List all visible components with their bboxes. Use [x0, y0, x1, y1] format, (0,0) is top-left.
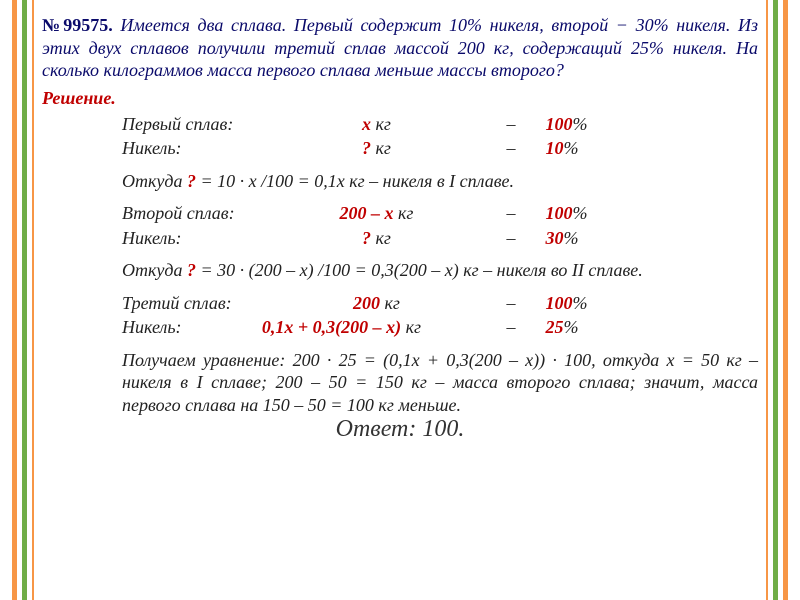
text: %: [564, 138, 579, 158]
text: –: [481, 137, 541, 160]
text: кг: [380, 293, 400, 313]
solution-label: Решение.: [42, 88, 758, 109]
solution-line: Откуда ? = 10 · х /100 = 0,1х кг – никел…: [122, 170, 758, 193]
text: 100%: [546, 113, 626, 136]
text: 100%: [546, 202, 626, 225]
text: %: [564, 317, 579, 337]
answer-line: Ответ: 100.: [42, 416, 758, 443]
text: %: [564, 228, 579, 248]
text: Первый сплав:: [122, 113, 272, 136]
text: 25%: [546, 316, 626, 339]
text: кг: [394, 203, 414, 223]
value-red: 0,1х + 0,3(200 – х): [262, 317, 401, 337]
value-red: 200: [353, 293, 380, 313]
value-red: ?: [362, 138, 371, 158]
border-decoration: [22, 0, 27, 600]
value-red: ?: [187, 260, 196, 280]
text: 30%: [546, 227, 626, 250]
text: –: [481, 202, 541, 225]
problem-text: Имеется два сплава. Первый содержит 10% …: [42, 15, 758, 80]
value-red: 100: [546, 203, 573, 223]
text: %: [573, 293, 588, 313]
problem-number: №99575.: [42, 15, 113, 35]
solution-line: Второй сплав: 200 – х кг – 100%: [122, 202, 758, 225]
solution-line: Никель: ? кг – 10%: [122, 137, 758, 160]
text: ? кг: [277, 137, 477, 160]
border-decoration: [783, 0, 788, 600]
border-decoration: [32, 0, 34, 600]
text: –: [481, 292, 541, 315]
value-red: 100: [546, 293, 573, 313]
text: %: [573, 114, 588, 134]
solution-line: Первый сплав: х кг – 100%: [122, 113, 758, 136]
value-red: х: [362, 114, 371, 134]
problem-statement: №99575. Имеется два сплава. Первый содер…: [42, 14, 758, 82]
text: 10%: [546, 137, 626, 160]
text: кг: [371, 228, 391, 248]
solution-line: Никель: 0,1х + 0,3(200 – х) кг – 25%: [122, 316, 758, 339]
border-decoration: [766, 0, 768, 600]
text: кг: [401, 317, 421, 337]
solution-line: Третий сплав: 200 кг – 100%: [122, 292, 758, 315]
border-decoration: [12, 0, 17, 600]
text: 200 – х кг: [277, 202, 477, 225]
solution-conclusion: Получаем уравнение: 200 · 25 = (0,1х + 0…: [122, 349, 758, 417]
solution-body: Первый сплав: х кг – 100% Никель: ? кг –…: [42, 113, 758, 417]
solution-line: Откуда ? = 30 · (200 – х) /100 = 0,3(200…: [122, 259, 758, 282]
slide-container: №99575. Имеется два сплава. Первый содер…: [0, 0, 800, 600]
text: ? кг: [277, 227, 477, 250]
value-red: ?: [362, 228, 371, 248]
text: –: [481, 316, 541, 339]
value-red: 10: [546, 138, 564, 158]
value-red: 100: [546, 114, 573, 134]
text: 200 кг: [277, 292, 477, 315]
text: Второй сплав:: [122, 202, 272, 225]
text: Откуда: [122, 171, 187, 191]
text: 100%: [546, 292, 626, 315]
text: кг: [371, 114, 391, 134]
value-red: 200 – х: [340, 203, 394, 223]
text: х кг: [277, 113, 477, 136]
text: Третий сплав:: [122, 292, 272, 315]
value-red: 25: [546, 317, 564, 337]
text: –: [481, 227, 541, 250]
border-decoration: [773, 0, 778, 600]
text: Никель:: [122, 227, 272, 250]
value-red: ?: [187, 171, 196, 191]
text: кг: [371, 138, 391, 158]
text: Откуда: [122, 260, 187, 280]
text: –: [481, 113, 541, 136]
text: = 10 · х /100 = 0,1х кг – никеля в I спл…: [196, 171, 514, 191]
text: %: [573, 203, 588, 223]
value-red: 30: [546, 228, 564, 248]
text: Никель:: [122, 137, 272, 160]
text: Никель:: [122, 316, 202, 339]
text: 0,1х + 0,3(200 – х) кг: [207, 316, 477, 339]
solution-line: Никель: ? кг – 30%: [122, 227, 758, 250]
text: = 30 · (200 – х) /100 = 0,3(200 – х) кг …: [196, 260, 643, 280]
